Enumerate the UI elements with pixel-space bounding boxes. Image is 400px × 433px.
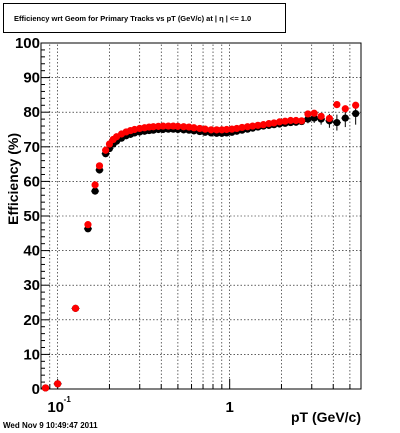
- timestamp-footer: Wed Nov 9 10:49:47 2011: [3, 421, 98, 430]
- data-point-red: [174, 122, 182, 130]
- data-point-red: [207, 126, 215, 134]
- chart-title: Efficiency wrt Geom for Primary Tracks v…: [14, 14, 251, 23]
- data-point-red: [310, 109, 318, 117]
- data-point-red: [341, 105, 349, 113]
- data-point-red: [298, 117, 306, 125]
- y-tick-label: 80: [23, 104, 40, 121]
- title-box: [3, 3, 286, 33]
- data-point-red: [84, 221, 92, 229]
- data-point-red: [352, 101, 360, 109]
- y-tick-label: 0: [32, 381, 40, 398]
- grid: [41, 42, 361, 390]
- axes: [40, 42, 362, 390]
- data-point-red: [164, 122, 172, 130]
- data-point-red: [91, 181, 99, 189]
- x-axis-title: pT (GeV/c): [291, 409, 361, 425]
- data-point-red: [270, 119, 278, 127]
- y-tick-label: 100: [15, 35, 40, 52]
- data-point-red: [71, 304, 80, 312]
- data-point-red: [249, 122, 257, 130]
- data-point-black: [341, 114, 349, 122]
- data-point-black: [91, 187, 99, 195]
- data-point-red: [102, 146, 110, 154]
- markers: [41, 100, 360, 392]
- data-point-red: [95, 162, 104, 170]
- y-tick-label: 50: [23, 208, 40, 225]
- data-point-red: [259, 121, 267, 129]
- x-tick-label: 1: [226, 399, 234, 416]
- plot-frame: [40, 42, 362, 390]
- data-point-red: [41, 384, 50, 392]
- data-point-red: [317, 112, 325, 120]
- y-tick-label: 40: [23, 243, 40, 260]
- y-tick-label: 20: [23, 312, 40, 329]
- data-point-red: [54, 380, 62, 388]
- y-tick-label: 30: [23, 277, 40, 294]
- data-point-red: [238, 123, 246, 132]
- data-point-red: [223, 125, 231, 134]
- data-point-red: [333, 100, 341, 109]
- data-point-red: [213, 126, 221, 134]
- y-axis-title: Efficiency (%): [5, 133, 21, 225]
- y-tick-label: 10: [23, 346, 40, 363]
- x-tick-label: 10: [47, 399, 64, 416]
- data-point-red: [201, 125, 209, 133]
- y-tick-label: 90: [23, 70, 40, 87]
- x-tick-exponent: -1: [64, 395, 72, 404]
- y-tick-label: 70: [23, 139, 40, 156]
- data-point-red: [254, 121, 262, 129]
- data-point-black: [333, 118, 341, 127]
- data-point-red: [159, 122, 167, 130]
- data-point-red: [286, 116, 295, 125]
- data-point-red: [275, 118, 284, 126]
- data-point-red: [281, 117, 289, 125]
- data-point-red: [190, 124, 198, 132]
- data-point-red: [304, 110, 312, 118]
- data-point-red: [325, 114, 334, 123]
- data-point-red: [292, 116, 300, 125]
- data-point-black: [352, 109, 360, 118]
- data-point-black: [304, 115, 312, 123]
- y-tick-label: 60: [23, 173, 40, 190]
- data-point-red: [180, 123, 188, 131]
- data-point-red: [196, 124, 204, 133]
